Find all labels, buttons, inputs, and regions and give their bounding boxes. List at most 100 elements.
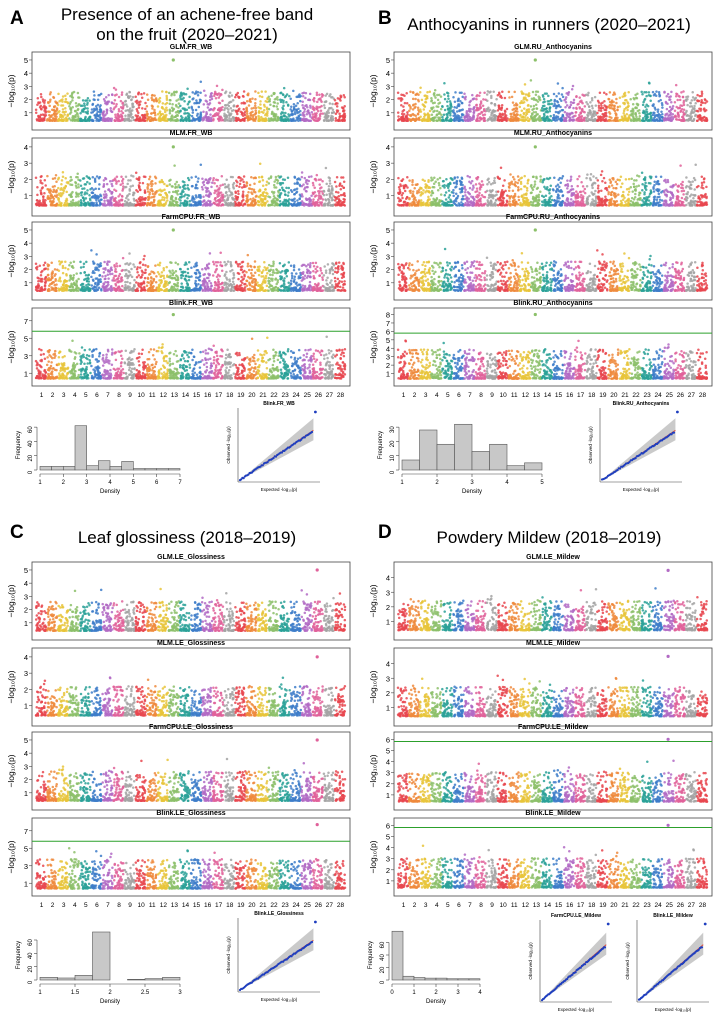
snp-point xyxy=(133,265,136,269)
snp-point xyxy=(329,204,332,207)
snp-point xyxy=(158,261,162,265)
snp-point xyxy=(229,119,232,122)
snp-point xyxy=(43,101,46,104)
snp-point xyxy=(165,184,169,187)
snp-point xyxy=(176,263,180,266)
snp-point xyxy=(220,269,224,272)
snp-point xyxy=(214,96,218,100)
snp-point xyxy=(343,280,346,283)
snp-point xyxy=(73,109,77,113)
snp-point xyxy=(80,356,83,360)
snp-point xyxy=(324,199,328,202)
snp-point xyxy=(252,274,255,277)
snp-point xyxy=(267,195,270,198)
snp-point xyxy=(168,102,172,105)
snp-point xyxy=(176,189,180,193)
snp-point xyxy=(36,363,39,366)
snp-point xyxy=(75,272,78,275)
snp-point xyxy=(174,203,177,207)
snp-point xyxy=(167,275,171,279)
snp-point xyxy=(97,286,101,289)
snp-point xyxy=(138,181,141,185)
snp-point xyxy=(268,285,271,289)
snp-point xyxy=(283,283,286,286)
snp-point xyxy=(46,263,49,266)
snp-point xyxy=(117,280,120,284)
snp-point xyxy=(181,285,184,289)
snp-point xyxy=(144,101,147,105)
snp-point xyxy=(328,194,332,198)
snp-point xyxy=(129,113,133,117)
snp-point xyxy=(270,94,273,97)
snp-point xyxy=(85,279,89,283)
snp-point xyxy=(132,118,136,122)
snp-point xyxy=(205,201,208,204)
y-tick-label: 5 xyxy=(24,56,28,65)
snp-point xyxy=(181,107,185,110)
snp-point xyxy=(121,111,125,115)
snp-point xyxy=(143,113,147,116)
snp-point xyxy=(80,289,84,292)
snp-point xyxy=(323,106,327,110)
snp-point xyxy=(267,117,271,120)
snp-point xyxy=(249,197,252,201)
snp-point xyxy=(74,101,78,105)
snp-point xyxy=(296,181,299,184)
snp-point xyxy=(257,189,261,193)
snp-point xyxy=(135,281,138,284)
snp-point xyxy=(95,114,99,117)
snp-point xyxy=(333,270,337,274)
snp-point xyxy=(266,266,269,270)
snp-point xyxy=(229,264,233,268)
snp-point xyxy=(310,111,314,114)
snp-point xyxy=(218,200,222,204)
snp-point xyxy=(75,362,79,366)
snp-point xyxy=(133,285,136,288)
snp-point xyxy=(132,197,136,201)
snp-point xyxy=(144,268,147,272)
snp-point xyxy=(93,289,96,292)
snp-point xyxy=(217,286,221,289)
snp-point xyxy=(109,196,112,200)
snp-point xyxy=(301,195,304,198)
snp-point xyxy=(212,176,215,180)
snp-point xyxy=(213,191,216,195)
snp-point xyxy=(314,115,317,119)
snp-point xyxy=(168,111,172,115)
snp-point xyxy=(106,284,109,288)
snp-point xyxy=(215,178,218,181)
snp-point xyxy=(316,100,319,104)
snp-point xyxy=(225,185,228,189)
snp-point xyxy=(231,193,234,196)
snp-point xyxy=(88,361,92,364)
snp-point xyxy=(128,90,132,94)
snp-point xyxy=(282,101,285,104)
snp-point xyxy=(49,194,52,198)
snp-point xyxy=(223,260,226,264)
snp-point xyxy=(126,201,129,205)
snp-point xyxy=(278,199,282,203)
snp-point xyxy=(308,111,311,115)
snp-point xyxy=(191,119,194,122)
snp-point xyxy=(199,163,203,166)
snp-point xyxy=(242,180,245,184)
snp-point xyxy=(50,361,53,364)
snp-point xyxy=(194,194,198,197)
snp-point xyxy=(250,176,253,179)
snp-point xyxy=(136,114,140,118)
snp-point xyxy=(143,276,147,280)
snp-point xyxy=(174,283,177,286)
snp-point xyxy=(236,271,240,275)
snp-point xyxy=(323,115,327,119)
snp-point xyxy=(129,201,132,205)
snp-point xyxy=(228,91,232,95)
snp-point xyxy=(338,285,342,289)
snp-point xyxy=(234,95,237,99)
snp-point xyxy=(204,115,207,119)
snp-point xyxy=(305,190,308,193)
snp-point xyxy=(183,107,186,111)
snp-point xyxy=(342,271,346,275)
snp-point xyxy=(69,183,72,186)
